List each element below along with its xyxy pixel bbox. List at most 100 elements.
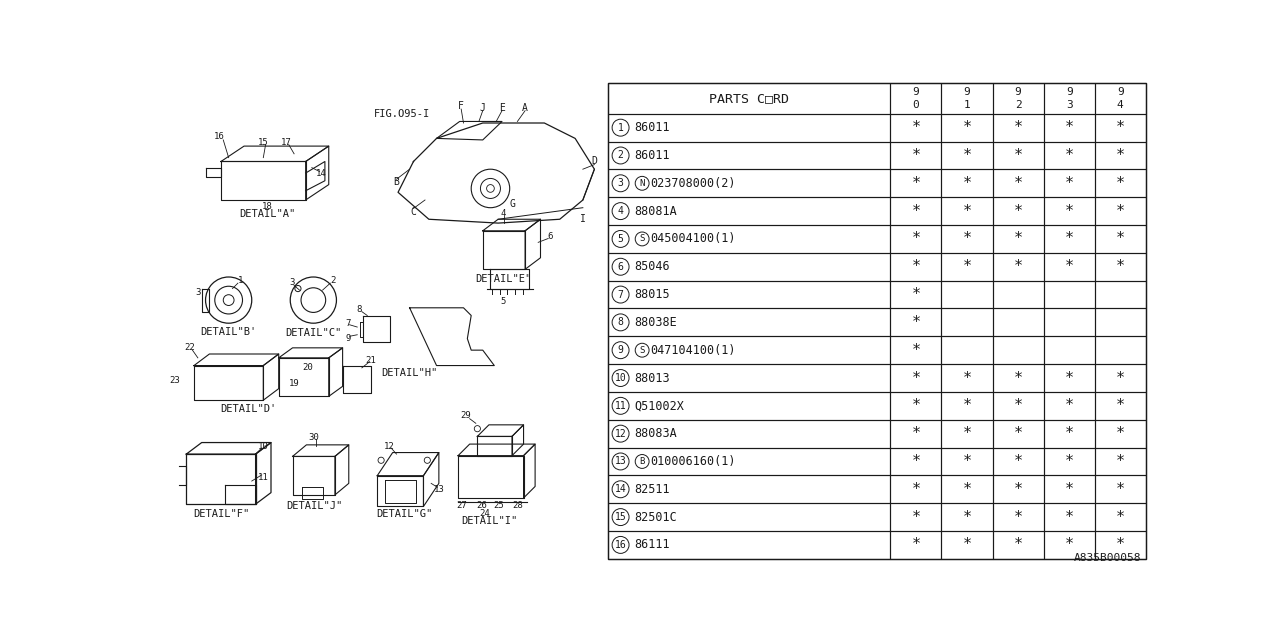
Bar	[891, 531, 942, 559]
Text: 010006160(1): 010006160(1)	[650, 455, 736, 468]
Text: *: *	[1014, 120, 1023, 135]
Bar	[992, 364, 1043, 392]
Text: 13: 13	[434, 485, 444, 494]
Text: *: *	[911, 426, 920, 441]
Text: *: *	[1065, 538, 1074, 552]
Text: *: *	[1065, 176, 1074, 191]
Bar	[992, 225, 1043, 253]
Text: *: *	[963, 371, 972, 385]
Text: 82511: 82511	[635, 483, 669, 496]
Bar	[1094, 83, 1146, 114]
Bar	[1043, 476, 1094, 503]
Text: *: *	[1116, 398, 1125, 413]
Text: 4: 4	[1117, 99, 1124, 109]
Text: *: *	[1065, 204, 1074, 219]
Bar	[608, 225, 891, 253]
Text: 18: 18	[262, 202, 273, 211]
Bar	[992, 197, 1043, 225]
Bar	[891, 447, 942, 476]
Text: 28: 28	[512, 501, 522, 510]
Text: 9: 9	[964, 87, 970, 97]
Bar	[1094, 447, 1146, 476]
Bar	[1094, 281, 1146, 308]
Text: *: *	[1065, 232, 1074, 246]
Bar	[942, 225, 992, 253]
Text: 30: 30	[308, 433, 320, 442]
Bar	[608, 83, 891, 114]
Bar	[608, 420, 891, 447]
Text: *: *	[963, 509, 972, 525]
Text: 26: 26	[476, 501, 486, 510]
Text: *: *	[1116, 120, 1125, 135]
Text: DETAIL"B': DETAIL"B'	[201, 328, 257, 337]
Bar	[942, 253, 992, 281]
Text: DETAIL"D': DETAIL"D'	[220, 404, 276, 415]
Text: 3: 3	[195, 288, 201, 297]
Bar	[942, 141, 992, 170]
Text: A: A	[522, 102, 529, 113]
Text: *: *	[1116, 426, 1125, 441]
Bar	[891, 83, 942, 114]
Text: *: *	[963, 259, 972, 275]
Text: 17: 17	[282, 138, 292, 147]
Text: 12: 12	[614, 429, 626, 438]
Text: *: *	[911, 259, 920, 275]
Text: 82501C: 82501C	[635, 511, 677, 524]
Text: 1: 1	[964, 99, 970, 109]
Bar	[1043, 114, 1094, 141]
Bar	[1094, 336, 1146, 364]
Text: 0: 0	[913, 99, 919, 109]
Text: 22: 22	[184, 343, 196, 353]
Text: 9: 9	[913, 87, 919, 97]
Text: I: I	[580, 214, 586, 224]
Bar	[992, 420, 1043, 447]
Text: *: *	[911, 120, 920, 135]
Text: DETAIL"E": DETAIL"E"	[475, 273, 531, 284]
Bar	[891, 281, 942, 308]
Text: *: *	[1014, 482, 1023, 497]
Bar	[942, 364, 992, 392]
Text: *: *	[963, 538, 972, 552]
Bar	[992, 447, 1043, 476]
Text: *: *	[1116, 232, 1125, 246]
Bar	[891, 392, 942, 420]
Text: 9: 9	[1015, 87, 1021, 97]
Text: *: *	[963, 176, 972, 191]
Bar	[992, 308, 1043, 336]
Text: 3: 3	[1066, 99, 1073, 109]
Text: *: *	[1065, 398, 1074, 413]
Text: 16: 16	[214, 132, 225, 141]
Text: *: *	[1116, 538, 1125, 552]
Text: 12: 12	[384, 442, 394, 451]
Bar	[1094, 225, 1146, 253]
Bar	[891, 420, 942, 447]
Bar	[1094, 141, 1146, 170]
Text: *: *	[911, 232, 920, 246]
Bar	[992, 281, 1043, 308]
Bar	[942, 503, 992, 531]
Text: 20: 20	[302, 364, 314, 372]
Text: *: *	[1116, 204, 1125, 219]
Text: FIG.O95-I: FIG.O95-I	[374, 109, 430, 119]
Bar	[992, 392, 1043, 420]
Text: 29: 29	[461, 411, 471, 420]
Text: 4: 4	[500, 209, 506, 218]
Text: 1: 1	[618, 123, 623, 132]
Text: 88083A: 88083A	[635, 427, 677, 440]
Text: 86111: 86111	[635, 538, 669, 552]
Text: DETAIL"G": DETAIL"G"	[376, 509, 433, 519]
Bar	[891, 476, 942, 503]
Bar	[608, 336, 891, 364]
Text: Q51002X: Q51002X	[635, 399, 685, 412]
Bar	[992, 503, 1043, 531]
Text: *: *	[963, 120, 972, 135]
Text: *: *	[1065, 509, 1074, 525]
Text: *: *	[911, 482, 920, 497]
Text: *: *	[963, 398, 972, 413]
Bar	[942, 531, 992, 559]
Text: F: F	[458, 101, 465, 111]
Text: 85046: 85046	[635, 260, 669, 273]
Text: 14: 14	[614, 484, 626, 494]
Text: B: B	[640, 457, 645, 466]
Text: 14: 14	[316, 168, 326, 177]
